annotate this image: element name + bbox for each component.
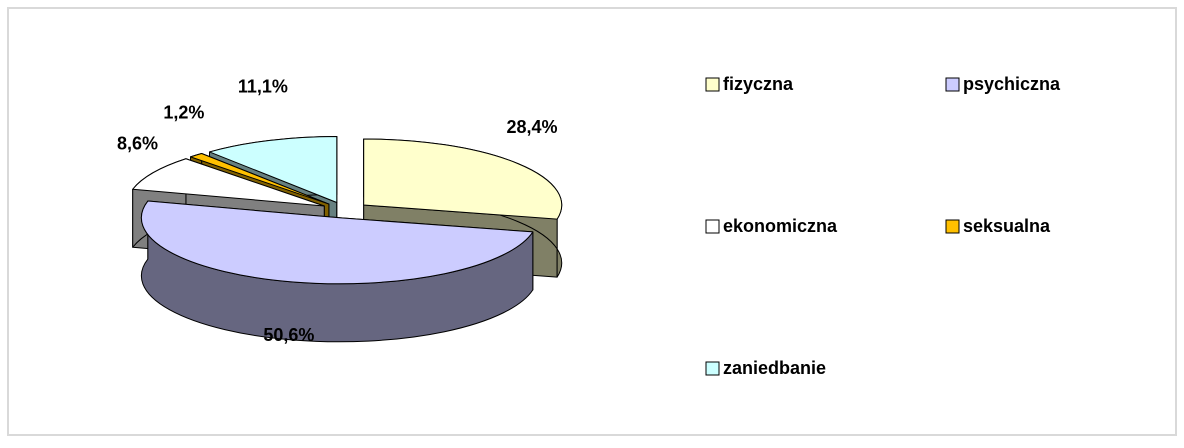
slice xyxy=(132,158,325,207)
legend-swatch xyxy=(705,77,720,92)
data-label: 8,6% xyxy=(117,133,158,153)
slice xyxy=(140,200,534,285)
data-label: 11,1% xyxy=(238,77,288,97)
slice xyxy=(190,153,330,205)
legend-label: seksualna xyxy=(963,216,1051,236)
legend-swatch xyxy=(705,361,720,376)
legend-label: ekonomiczna xyxy=(723,216,838,236)
data-label: 50,6% xyxy=(263,325,314,345)
legend-label: fizyczna xyxy=(723,74,794,94)
legend-label: psychiczna xyxy=(963,74,1061,94)
legend-swatch xyxy=(945,219,960,234)
legend-swatch xyxy=(945,77,960,92)
data-label: 1,2% xyxy=(163,102,204,122)
slice xyxy=(363,138,563,220)
legend-label: zaniedbanie xyxy=(723,358,826,378)
slice xyxy=(209,135,338,203)
data-label: 28,4% xyxy=(506,117,557,137)
legend-swatch xyxy=(705,219,720,234)
